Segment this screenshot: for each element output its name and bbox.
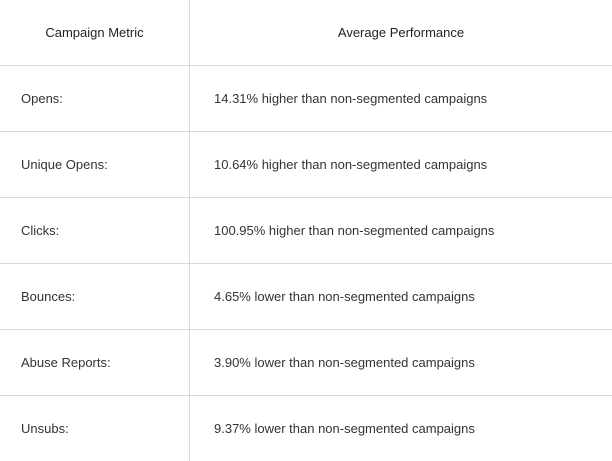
header-campaign-metric: Campaign Metric — [0, 0, 190, 65]
performance-cell: 3.90% lower than non-segmented campaigns — [214, 355, 475, 370]
table-row: Unsubs: 9.37% lower than non-segmented c… — [0, 396, 612, 461]
metric-cell: Opens: — [0, 66, 190, 131]
table-header-row: Campaign Metric Average Performance — [0, 0, 612, 66]
performance-cell: 9.37% lower than non-segmented campaigns — [214, 421, 475, 436]
table-row: Clicks: 100.95% higher than non-segmente… — [0, 198, 612, 264]
table-row: Opens: 14.31% higher than non-segmented … — [0, 66, 612, 132]
header-average-performance: Average Performance — [337, 25, 465, 40]
performance-cell: 4.65% lower than non-segmented campaigns — [214, 289, 475, 304]
performance-cell: 14.31% higher than non-segmented campaig… — [214, 91, 488, 106]
table-row: Unique Opens: 10.64% higher than non-seg… — [0, 132, 612, 198]
metric-cell: Abuse Reports: — [0, 330, 190, 395]
metric-cell: Unsubs: — [0, 396, 190, 461]
performance-cell: 10.64% higher than non-segmented campaig… — [214, 157, 488, 172]
table-row: Bounces: 4.65% lower than non-segmented … — [0, 264, 612, 330]
metric-cell: Bounces: — [0, 264, 190, 329]
metric-cell: Clicks: — [0, 198, 190, 263]
table-row: Abuse Reports: 3.90% lower than non-segm… — [0, 330, 612, 396]
performance-cell: 100.95% higher than non-segmented campai… — [214, 223, 495, 238]
metric-cell: Unique Opens: — [0, 132, 190, 197]
